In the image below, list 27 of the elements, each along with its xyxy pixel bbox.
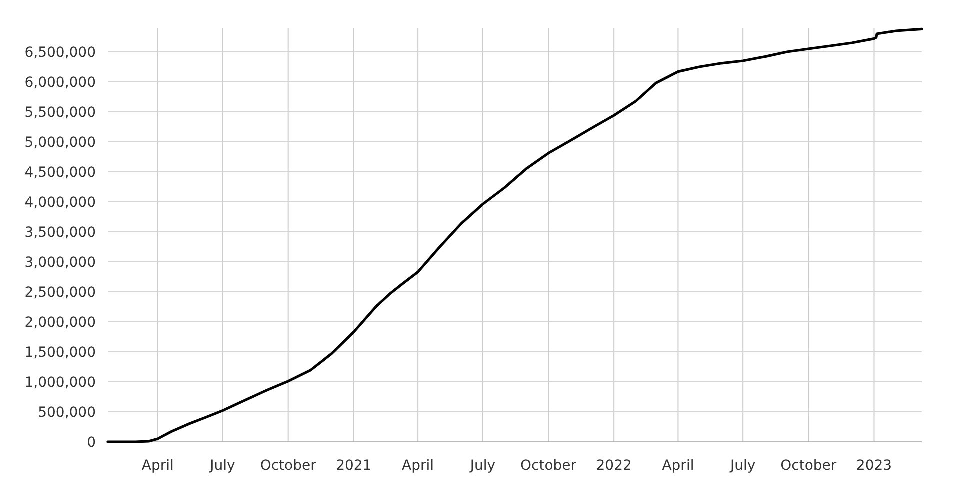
x-tick-label: April [662,458,694,474]
y-tick-label: 5,000,000 [24,134,96,151]
x-tick-label: October [520,458,577,474]
x-tick-label: April [402,458,434,474]
y-tick-label: 6,000,000 [24,74,96,91]
y-tick-label: 3,000,000 [24,254,96,271]
y-tick-label: 5,500,000 [24,104,96,121]
x-tick-label: April [142,458,174,474]
y-tick-label: 2,500,000 [24,284,96,301]
x-tick-label: 2021 [336,458,372,474]
y-tick-label: 6,500,000 [24,44,96,61]
y-tick-label: 1,000,000 [24,374,96,391]
y-tick-label: 500,000 [38,404,96,421]
y-tick-label: 4,000,000 [24,194,96,211]
x-tick-label: July [209,458,236,474]
y-tick-label: 3,500,000 [24,224,96,241]
x-tick-label: 2022 [596,458,632,474]
x-tick-label: July [729,458,756,474]
y-tick-label: 4,500,000 [24,164,96,181]
y-tick-label: 0 [87,434,96,451]
y-tick-label: 2,000,000 [24,314,96,331]
line-series [106,28,924,444]
x-tick-label: July [469,458,496,474]
x-tick-label: October [260,458,317,474]
x-tick-label: 2023 [856,458,892,474]
x-tick-label: October [780,458,837,474]
y-tick-label: 1,500,000 [24,344,96,361]
